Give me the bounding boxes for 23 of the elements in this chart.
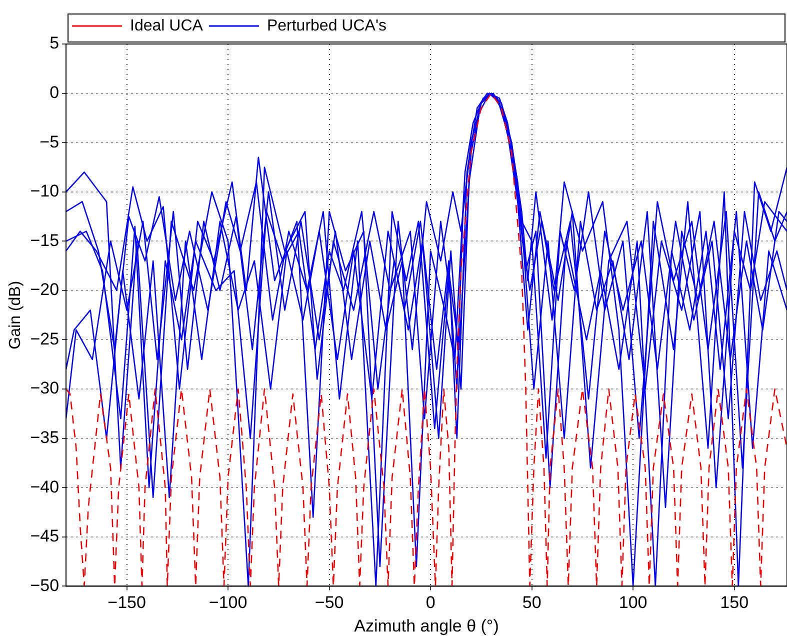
y-axis-title: Gain (dB) [7,280,24,350]
y-tick-label: 5 [50,34,60,53]
y-tick-label: −45 [30,526,60,546]
x-tick-label: 50 [522,593,542,612]
y-tick-label: −20 [30,280,60,300]
y-tick-label: −35 [30,428,60,448]
x-tick-label: 150 [720,593,749,612]
x-tick-label: 0 [426,593,436,612]
x-axis-title: Azimuth angle θ (°) [354,616,499,636]
legend-label: Perturbed UCA's [266,17,387,34]
y-tick-label: −50 [30,576,60,595]
x-tick-label: −100 [208,593,248,612]
x-tick-label: −150 [108,593,146,612]
legend-label: Ideal UCA [130,17,204,34]
y-tick-label: 0 [50,82,60,102]
x-tick-label: 100 [618,593,648,612]
y-tick-label: −5 [40,132,60,152]
y-tick-label: −15 [30,230,60,250]
x-tick-label: −50 [314,593,344,612]
y-tick-label: −10 [30,182,60,201]
y-tick-label: −25 [30,329,60,348]
y-tick-label: −30 [30,378,60,398]
y-tick-label: −40 [30,477,60,496]
